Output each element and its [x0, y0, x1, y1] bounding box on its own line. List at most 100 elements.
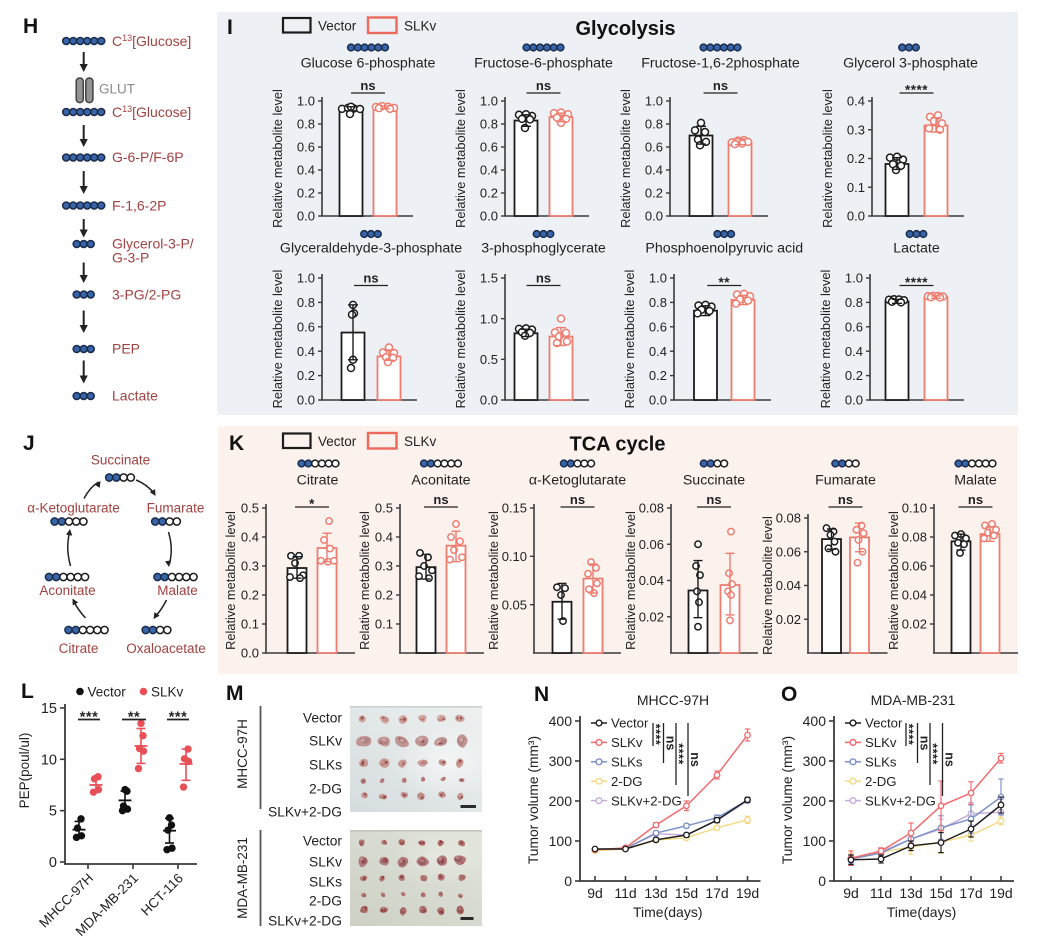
svg-text:0.02: 0.02 — [776, 612, 801, 627]
svg-text:0.4: 0.4 — [845, 344, 863, 359]
svg-text:0.4: 0.4 — [847, 94, 865, 109]
svg-text:SLKv: SLKv — [611, 735, 643, 750]
svg-text:SLKv+2-DG: SLKv+2-DG — [268, 805, 342, 820]
svg-text:Tumor volume (mm³): Tumor volume (mm³) — [526, 736, 541, 864]
svg-text:MDA-MB-231: MDA-MB-231 — [235, 837, 250, 919]
svg-text:0.0: 0.0 — [845, 393, 863, 408]
svg-text:SLKv: SLKv — [404, 434, 437, 449]
svg-text:****: **** — [672, 743, 686, 764]
svg-text:9d: 9d — [843, 885, 859, 901]
svg-text:α-Ketoglutarate: α-Ketoglutarate — [529, 473, 626, 489]
svg-text:0.0: 0.0 — [297, 209, 315, 224]
svg-text:0.0: 0.0 — [480, 393, 498, 408]
svg-text:1.0: 1.0 — [297, 94, 315, 109]
svg-text:0.4: 0.4 — [297, 344, 315, 359]
svg-text:Fructose-1,6-2phosphate: Fructose-1,6-2phosphate — [641, 56, 800, 72]
svg-text:0.2: 0.2 — [847, 151, 865, 166]
svg-text:Relative metabolite level: Relative metabolite level — [270, 270, 285, 409]
svg-text:0.3: 0.3 — [375, 559, 393, 574]
svg-text:19d: 19d — [989, 885, 1012, 901]
svg-text:1.5: 1.5 — [480, 271, 498, 286]
svg-text:Glycolysis: Glycolysis — [575, 18, 675, 40]
svg-text:0.0: 0.0 — [645, 209, 663, 224]
svg-text:Succinate: Succinate — [683, 473, 745, 489]
svg-text:0.2: 0.2 — [297, 186, 315, 201]
svg-text:MDA-MB-231: MDA-MB-231 — [871, 692, 956, 708]
svg-text:1.0: 1.0 — [297, 271, 315, 286]
svg-text:Fumarate: Fumarate — [147, 501, 205, 516]
svg-text:0.0: 0.0 — [649, 393, 667, 408]
svg-text:0.04: 0.04 — [639, 573, 664, 588]
svg-text:9d: 9d — [587, 885, 603, 901]
svg-text:0.8: 0.8 — [297, 295, 315, 310]
svg-text:SLKv+2-DG: SLKv+2-DG — [611, 793, 682, 808]
svg-text:**: ** — [128, 710, 140, 726]
svg-text:ns: ns — [688, 752, 702, 767]
svg-text:SLKv: SLKv — [404, 19, 437, 34]
svg-text:Time(days): Time(days) — [633, 904, 703, 920]
svg-text:200: 200 — [803, 793, 827, 809]
svg-text:3-PG/2-PG: 3-PG/2-PG — [112, 287, 181, 303]
svg-text:Phosphoenolpyruvic acid: Phosphoenolpyruvic acid — [645, 241, 803, 257]
svg-text:100: 100 — [549, 833, 573, 849]
svg-text:0.8: 0.8 — [649, 295, 667, 310]
svg-text:ns: ns — [363, 271, 378, 286]
svg-text:11d: 11d — [614, 885, 636, 901]
svg-text:ns: ns — [536, 78, 551, 93]
svg-text:11d: 11d — [870, 885, 892, 901]
svg-text:ns: ns — [536, 271, 551, 286]
svg-text:0.6: 0.6 — [845, 319, 863, 334]
svg-text:0.06: 0.06 — [639, 537, 664, 552]
svg-text:H: H — [23, 15, 38, 38]
svg-text:ns: ns — [706, 492, 721, 507]
svg-text:0.0: 0.0 — [241, 646, 259, 661]
svg-text:1.0: 1.0 — [649, 271, 667, 286]
svg-text:Vector: Vector — [318, 434, 357, 449]
svg-text:5: 5 — [49, 804, 57, 820]
svg-text:ns: ns — [433, 492, 448, 507]
svg-text:2-DG: 2-DG — [611, 774, 643, 789]
svg-text:SLKs: SLKs — [865, 755, 897, 770]
svg-text:Relative metabolite level: Relative metabolite level — [453, 270, 468, 409]
svg-text:SLKv+2-DG: SLKv+2-DG — [268, 914, 342, 929]
svg-text:Relative metabolite level: Relative metabolite level — [886, 511, 901, 650]
svg-text:0.8: 0.8 — [480, 117, 498, 132]
svg-text:Lactate: Lactate — [112, 388, 158, 404]
svg-text:0.02: 0.02 — [902, 617, 927, 632]
svg-text:Lactate: Lactate — [893, 241, 940, 257]
svg-text:Relative metabolite level: Relative metabolite level — [623, 511, 638, 650]
svg-text:α-Ketoglutarate: α-Ketoglutarate — [27, 501, 120, 516]
svg-text:0.8: 0.8 — [297, 117, 315, 132]
svg-text:ns: ns — [838, 492, 853, 507]
svg-text:Fructose-6-phosphate: Fructose-6-phosphate — [474, 56, 613, 72]
svg-text:0.4: 0.4 — [649, 344, 667, 359]
svg-text:0.02: 0.02 — [639, 609, 664, 624]
svg-text:Aconitate: Aconitate — [39, 583, 95, 598]
svg-text:0.08: 0.08 — [902, 530, 927, 545]
svg-text:0.4: 0.4 — [241, 530, 259, 545]
svg-text:Relative metabolite level: Relative metabolite level — [760, 516, 775, 655]
svg-text:****: **** — [905, 83, 928, 98]
svg-text:**: ** — [718, 275, 730, 290]
svg-text:0: 0 — [49, 855, 57, 871]
svg-text:****: **** — [649, 724, 663, 745]
svg-text:Succinate: Succinate — [91, 453, 150, 468]
svg-text:PEP: PEP — [112, 341, 140, 357]
svg-text:F-1,6-2P: F-1,6-2P — [112, 198, 166, 214]
svg-text:Time(days): Time(days) — [887, 904, 957, 920]
svg-text:Glycerol-3-P/: Glycerol-3-P/ — [112, 236, 194, 252]
svg-text:Relative metabolite level: Relative metabolite level — [486, 511, 501, 650]
svg-text:Glucose 6-phosphate: Glucose 6-phosphate — [301, 56, 436, 72]
svg-text:Tumor volume (mm³): Tumor volume (mm³) — [780, 736, 795, 864]
svg-text:Relative metabolite level: Relative metabolite level — [622, 270, 637, 409]
svg-text:0.4: 0.4 — [297, 163, 315, 178]
svg-text:0.8: 0.8 — [645, 117, 663, 132]
svg-text:0.4: 0.4 — [480, 163, 498, 178]
svg-text:0.05: 0.05 — [502, 597, 527, 612]
svg-text:***: *** — [80, 710, 98, 726]
svg-text:0.06: 0.06 — [902, 559, 927, 574]
svg-text:0.08: 0.08 — [639, 501, 664, 516]
svg-text:0.4: 0.4 — [375, 530, 393, 545]
svg-text:Relative metabolite level: Relative metabolite level — [357, 511, 372, 650]
svg-text:300: 300 — [549, 753, 573, 769]
